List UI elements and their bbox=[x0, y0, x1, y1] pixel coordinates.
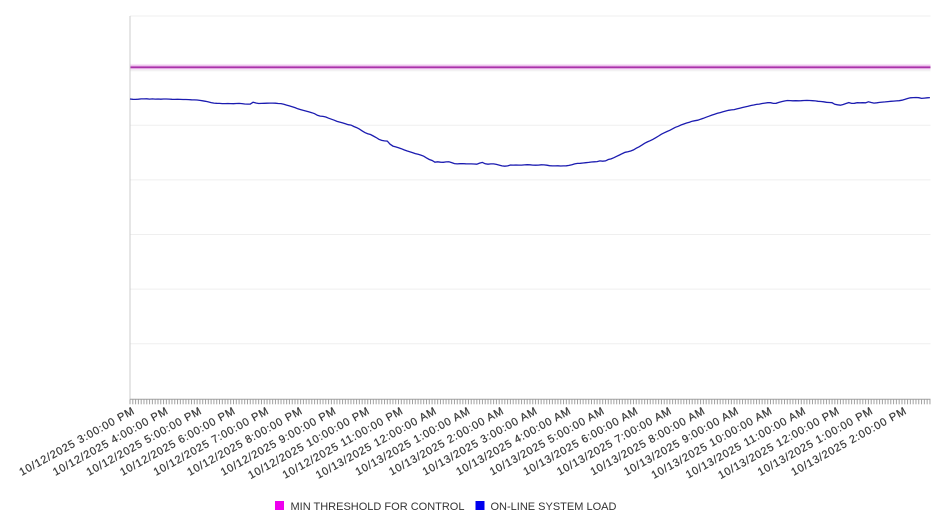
svg-text:MIN THRESHOLD FOR CONTROL: MIN THRESHOLD FOR CONTROL bbox=[291, 501, 465, 513]
svg-text:ON-LINE SYSTEM LOAD: ON-LINE SYSTEM LOAD bbox=[491, 501, 617, 513]
